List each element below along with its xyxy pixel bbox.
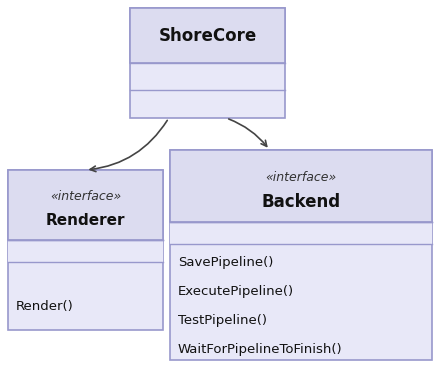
Text: WaitForPipelineToFinish(): WaitForPipelineToFinish() bbox=[178, 343, 343, 356]
Bar bbox=[130, 8, 285, 63]
Text: Render(): Render() bbox=[16, 300, 74, 313]
Text: «interface»: «interface» bbox=[265, 171, 337, 184]
Text: «interface»: «interface» bbox=[50, 190, 121, 203]
Bar bbox=[8, 170, 163, 240]
Text: Renderer: Renderer bbox=[46, 213, 125, 228]
Text: ShoreCore: ShoreCore bbox=[158, 26, 257, 45]
Bar bbox=[170, 222, 432, 244]
Text: SavePipeline(): SavePipeline() bbox=[178, 256, 273, 269]
Text: TestPipeline(): TestPipeline() bbox=[178, 314, 267, 327]
Bar bbox=[170, 150, 432, 222]
Bar bbox=[8, 170, 163, 330]
Text: ExecutePipeline(): ExecutePipeline() bbox=[178, 285, 294, 298]
Bar bbox=[8, 240, 163, 262]
Bar bbox=[170, 150, 432, 360]
Text: Backend: Backend bbox=[261, 193, 341, 211]
Bar bbox=[130, 8, 285, 118]
